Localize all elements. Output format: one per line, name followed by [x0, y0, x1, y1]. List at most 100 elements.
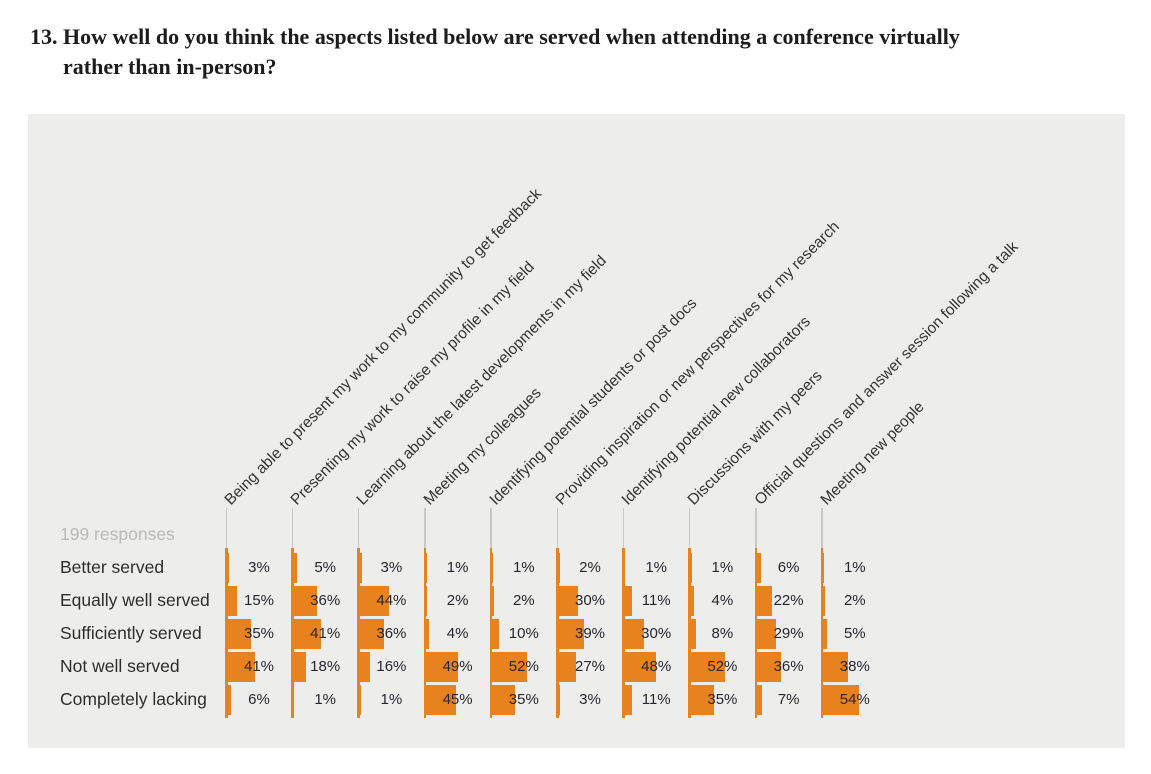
bar [489, 552, 493, 583]
value-label: 2% [446, 592, 469, 609]
value-label: 11% [641, 592, 671, 609]
row-label: Not well served [60, 656, 180, 676]
value-label: 3% [579, 691, 601, 708]
value-label: 30% [574, 592, 606, 609]
value-label: 4% [446, 625, 469, 642]
category-label: Meeting my colleagues [420, 384, 545, 509]
bar [291, 618, 321, 649]
value-label: 3% [248, 559, 270, 576]
bar [357, 651, 371, 682]
bar [225, 651, 255, 682]
value-label: 49% [442, 658, 473, 675]
row-label: Equally well served [60, 590, 210, 610]
bar [556, 552, 560, 583]
value-label: 36% [773, 658, 804, 675]
bar [820, 585, 825, 616]
bar [357, 585, 389, 616]
column-tick [357, 508, 360, 548]
category-label: Discussions with my peers [684, 367, 827, 509]
value-label: 52% [508, 658, 539, 675]
column-tick [755, 508, 757, 548]
bar [622, 651, 657, 682]
bar [357, 618, 384, 649]
bar [357, 684, 361, 715]
bar [423, 684, 456, 715]
bar [622, 618, 645, 649]
value-label: 44% [376, 592, 407, 609]
bar [754, 585, 772, 616]
bar [489, 585, 494, 616]
bar [225, 552, 230, 583]
bar [225, 684, 232, 715]
value-label: 6% [777, 559, 800, 576]
value-label: 2% [579, 559, 601, 576]
value-label: 41% [310, 625, 341, 642]
category-label: Learning about the latest developments i… [353, 252, 611, 509]
column-tick [291, 508, 294, 548]
bar [423, 585, 428, 616]
value-label: 36% [310, 592, 341, 609]
category-label: Presenting my work to raise my profile i… [287, 258, 538, 509]
question-text: How well do you think the aspects listed… [63, 24, 960, 79]
bar [688, 618, 697, 649]
value-label: 35% [707, 691, 738, 708]
value-label: 48% [641, 658, 672, 675]
chart-panel: 199 responses Better served Equally well … [28, 114, 1125, 748]
value-label: 22% [773, 592, 804, 609]
value-label: 27% [574, 658, 606, 675]
row-label: Sufficiently served [60, 623, 202, 643]
question-number: 13. [30, 24, 58, 49]
value-label: 1% [645, 559, 668, 576]
bar [291, 585, 318, 616]
bar [225, 618, 251, 649]
bar [291, 651, 306, 682]
category-label: Being able to present my work to my comm… [221, 185, 545, 509]
value-label: 1% [512, 559, 535, 576]
row-label: Completely lacking [60, 689, 207, 709]
value-label: 38% [839, 658, 870, 675]
bar [820, 552, 824, 583]
question-title: 13. How well do you think the aspects li… [30, 22, 993, 82]
value-label: 8% [711, 625, 734, 642]
value-label: 5% [314, 559, 337, 576]
column-tick [622, 508, 625, 548]
bar [754, 618, 777, 649]
bar [754, 684, 762, 715]
bar [688, 651, 726, 682]
column-tick [821, 508, 823, 548]
value-label: 30% [641, 625, 672, 642]
column-tick [225, 508, 227, 548]
bar [423, 651, 459, 682]
value-label: 35% [243, 625, 275, 642]
value-label: 35% [508, 691, 539, 708]
value-label: 45% [442, 691, 473, 708]
bar [820, 618, 827, 649]
column-tick [490, 508, 492, 548]
value-label: 1% [380, 691, 403, 708]
value-label: 54% [839, 691, 870, 708]
bar [688, 585, 694, 616]
bar [754, 552, 762, 583]
bar [556, 585, 579, 616]
column-tick [556, 508, 558, 548]
bar [622, 552, 626, 583]
value-label: 5% [843, 625, 866, 642]
value-label: 1% [314, 691, 337, 708]
value-label: 36% [376, 625, 407, 642]
bar [423, 618, 429, 649]
value-label: 52% [707, 658, 738, 675]
value-label: 7% [777, 691, 800, 708]
bar [556, 684, 561, 715]
responses-count: 199 responses [60, 524, 175, 544]
bar [225, 585, 238, 616]
row-label: Better served [60, 557, 165, 577]
bar [423, 552, 427, 583]
value-label: 3% [380, 559, 403, 576]
bar [556, 651, 577, 682]
bar [291, 552, 297, 583]
value-label: 2% [512, 592, 535, 609]
value-label: 41% [243, 658, 275, 675]
value-label: 1% [711, 559, 734, 576]
value-label: 18% [310, 658, 341, 675]
